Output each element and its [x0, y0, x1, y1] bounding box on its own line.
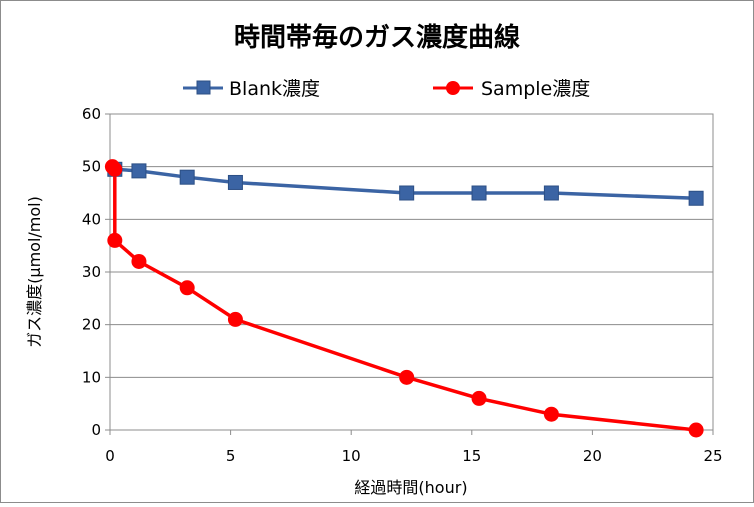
y-axis-ticks: 0 10 20 30 40 50 60 [82, 105, 110, 439]
series-point-blank [179, 169, 195, 185]
series-point-sample [131, 253, 147, 269]
series-point-sample [227, 311, 243, 327]
y-tick-label: 0 [91, 421, 101, 439]
plot-grid [110, 113, 713, 378]
legend-blank-label: Blank濃度 [229, 78, 320, 100]
x-tick-label: 15 [462, 447, 481, 465]
y-tick-label: 40 [82, 210, 101, 228]
y-tick-label: 50 [82, 158, 101, 176]
y-tick-label: 10 [82, 368, 101, 386]
series-point-blank [131, 163, 147, 179]
legend: Blank濃度 Sample濃度 [183, 78, 590, 100]
x-axis-title: 経過時間(hour) [354, 478, 467, 497]
series-point-blank [543, 185, 559, 201]
series-point-blank [471, 185, 487, 201]
x-tick-label: 25 [703, 447, 722, 465]
legend-sample-label: Sample濃度 [481, 78, 590, 100]
x-tick-label: 5 [226, 447, 236, 465]
series-point-blank [227, 174, 243, 190]
series-point-sample [107, 232, 123, 248]
x-tick-label: 20 [583, 447, 602, 465]
legend-sample-marker [446, 81, 460, 95]
series-point-sample [471, 390, 487, 406]
x-axis-ticks: 0 5 10 15 20 25 [105, 430, 723, 465]
y-tick-label: 60 [82, 105, 101, 123]
y-tick-label: 30 [82, 263, 101, 281]
series-point-sample [107, 161, 123, 177]
series-point-sample [399, 369, 415, 385]
series-point-sample [179, 280, 195, 296]
x-tick-label: 10 [342, 447, 361, 465]
series-point-sample [688, 422, 704, 438]
series-layer [104, 159, 704, 438]
x-tick-label: 0 [105, 447, 115, 465]
series-point-blank [688, 190, 704, 206]
series-point-blank [399, 185, 415, 201]
series-point-sample [543, 406, 559, 422]
series-line-0 [113, 167, 698, 201]
series-line-1 [110, 164, 698, 432]
y-tick-label: 20 [82, 316, 101, 334]
chart-title: 時間帯毎のガス濃度曲線 [234, 22, 520, 53]
y-axis-title: ガス濃度(μmol/mol) [25, 196, 44, 348]
legend-blank-marker [196, 80, 211, 95]
